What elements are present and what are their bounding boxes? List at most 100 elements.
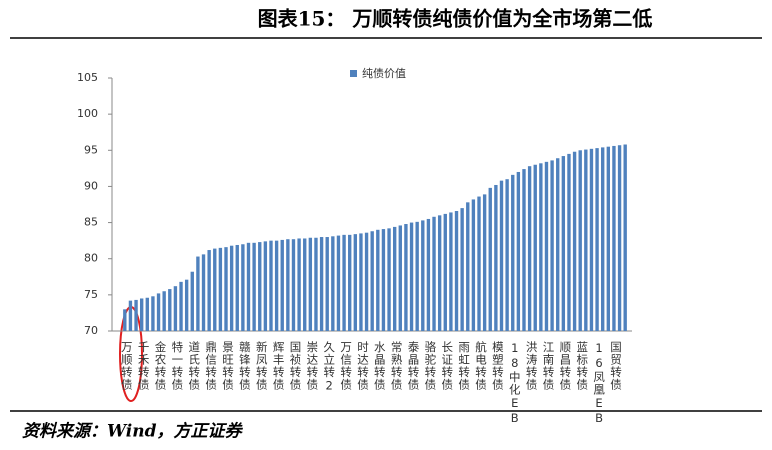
- bar: [544, 161, 549, 331]
- x-tick-label: 水晶转债: [373, 341, 387, 391]
- bar: [572, 151, 577, 331]
- bar: [550, 160, 554, 331]
- bar: [505, 179, 509, 331]
- x-tick-label: 国祯转债: [288, 341, 302, 391]
- y-tick-label: 85: [84, 216, 98, 229]
- x-tick-label: 时达转债: [356, 341, 370, 391]
- x-tick-label: 蓝标转债: [575, 341, 589, 391]
- bar: [235, 244, 239, 331]
- x-tick-label: 洪涛转债: [525, 340, 539, 391]
- bar: [308, 237, 313, 331]
- bar: [533, 164, 537, 331]
- x-tick-label: 特一转债: [170, 340, 184, 391]
- bar: [511, 174, 515, 331]
- x-tick-label: 万信转债: [339, 341, 353, 391]
- x-tick-label: 常熟转债: [390, 341, 404, 391]
- bar: [601, 147, 605, 331]
- y-tick-label: 80: [84, 252, 98, 265]
- bar: [201, 254, 206, 331]
- bar: [184, 279, 189, 331]
- bar: [617, 145, 622, 331]
- bar: [376, 229, 380, 331]
- bar: [567, 153, 571, 331]
- x-tick-label: 万顺转债: [120, 341, 134, 391]
- bar: [522, 169, 526, 331]
- bar: [466, 202, 470, 331]
- bar: [589, 148, 594, 331]
- bar: [443, 213, 447, 331]
- bar: [156, 293, 161, 331]
- bar: [432, 216, 436, 331]
- x-tick-label: 长证转债: [440, 341, 454, 391]
- bar: [336, 235, 341, 331]
- bar: [421, 220, 425, 331]
- y-tick-label: 90: [84, 179, 98, 192]
- x-tick-label: 顺昌转债: [558, 341, 572, 391]
- bar: [123, 309, 127, 331]
- legend-label: 纯债价值: [362, 66, 406, 80]
- bar: [359, 233, 363, 331]
- bar: [179, 281, 183, 331]
- bar: [207, 250, 211, 331]
- bar: [539, 163, 543, 331]
- x-tick-label: 国贸转债: [609, 341, 623, 391]
- x-tick-label: 崇达转债: [305, 341, 319, 391]
- bar: [319, 237, 324, 331]
- bar: [134, 299, 138, 331]
- bar: [415, 221, 419, 331]
- y-tick-label: 75: [84, 288, 98, 301]
- bar: [246, 242, 251, 331]
- bar: [556, 158, 560, 331]
- x-tick-label: 18中化EB: [508, 341, 522, 426]
- bar: [516, 171, 521, 331]
- bar: [139, 298, 144, 331]
- bar: [325, 237, 329, 331]
- bar: [404, 224, 408, 331]
- bar: [145, 297, 149, 331]
- bar: [578, 150, 582, 331]
- y-tick-label: 100: [77, 107, 98, 120]
- legend-swatch: [350, 70, 357, 77]
- bar: [364, 232, 369, 331]
- bar: [162, 291, 166, 331]
- bar: [454, 211, 459, 331]
- bar: [623, 144, 627, 331]
- bar: [381, 229, 386, 331]
- bar: [387, 228, 391, 331]
- bar: [331, 236, 335, 331]
- y-tick-label: 105: [77, 71, 98, 84]
- bar: [342, 234, 346, 331]
- bar: [499, 180, 504, 331]
- chart-title: 图表15： 万顺转债纯债价值为全市场第二低: [258, 7, 653, 31]
- bar: [314, 237, 318, 331]
- bar: [370, 231, 374, 331]
- bar: [494, 184, 498, 331]
- bar: [263, 241, 268, 331]
- bar: [426, 218, 431, 331]
- bar: [488, 187, 492, 331]
- x-tick-label: 航电转债: [474, 340, 488, 391]
- bar: [471, 199, 476, 331]
- x-tick-label: 道氏转债: [187, 340, 201, 391]
- bar: [353, 234, 358, 331]
- bar: [274, 240, 279, 331]
- bar: [398, 225, 402, 331]
- x-tick-label: 景旺转债: [221, 341, 235, 391]
- x-tick-label: 千禾转债: [137, 341, 151, 391]
- x-tick-label: 骆驼转债: [423, 340, 437, 391]
- x-tick-label: 久立转2: [322, 341, 336, 394]
- source: 资料来源：Wind，方正证券: [22, 422, 243, 442]
- bar: [252, 242, 256, 331]
- bar: [168, 289, 172, 331]
- bar: [269, 240, 273, 331]
- bar: [291, 239, 296, 331]
- bar: [348, 234, 352, 331]
- bar: [280, 239, 284, 331]
- bar: [258, 242, 262, 331]
- bar: [229, 245, 234, 331]
- bar: [584, 149, 588, 331]
- bar: [595, 148, 599, 331]
- bar: [303, 238, 307, 331]
- bar: [477, 196, 481, 331]
